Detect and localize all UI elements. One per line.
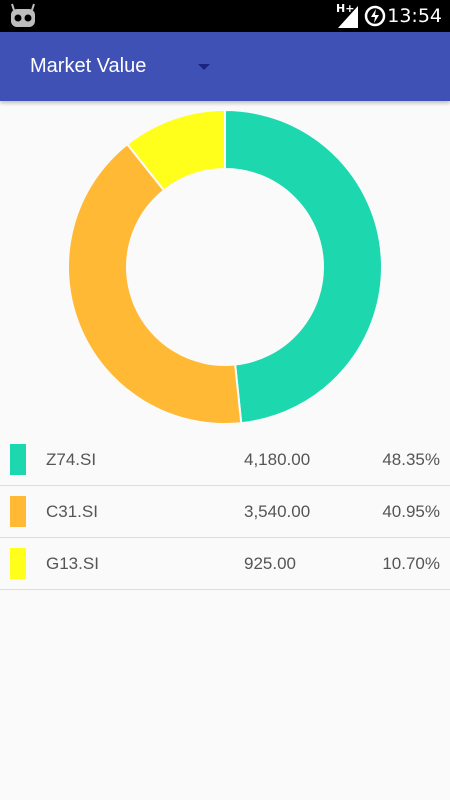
- donut-slice-z74-si[interactable]: [224, 108, 383, 425]
- selected-view-label: Market Value: [30, 55, 147, 77]
- donut-slice-g13-si[interactable]: [125, 108, 226, 192]
- donut-slice-c31-si[interactable]: [67, 142, 243, 425]
- legend-color-swatch: [10, 548, 26, 579]
- holding-value: 4,180.00: [244, 450, 311, 469]
- legend-color-swatch: [10, 496, 26, 527]
- holding-value: 3,540.00: [244, 502, 311, 521]
- holding-percent: 40.95%: [382, 502, 440, 521]
- android-robot-icon: [11, 3, 35, 27]
- holding-value: 925.00: [244, 554, 296, 573]
- network-type-label: H+: [336, 2, 355, 15]
- app-bar: Market Value: [0, 32, 450, 101]
- holdings-list: Z74.SI 4,180.00 48.35% C31.SI 3,540.00 40.95%…: [0, 434, 450, 590]
- view-selector-dropdown[interactable]: Market Value: [16, 42, 226, 90]
- holding-ticker: C31.SI: [46, 502, 98, 521]
- holding-ticker: G13.SI: [46, 554, 99, 573]
- legend-color-swatch: [10, 444, 26, 475]
- battery-charging-icon: [364, 5, 386, 27]
- holding-row[interactable]: C31.SI 3,540.00 40.95%: [0, 486, 450, 538]
- status-bar: H+ 13:54: [0, 0, 450, 32]
- clock: 13:54: [387, 5, 442, 27]
- signal-strength-icon: [338, 6, 358, 28]
- holding-row[interactable]: Z74.SI 4,180.00 48.35%: [0, 434, 450, 486]
- holding-row[interactable]: G13.SI 925.00 10.70%: [0, 538, 450, 590]
- holding-percent: 10.70%: [382, 554, 440, 573]
- holding-ticker: Z74.SI: [46, 450, 97, 469]
- holding-percent: 48.35%: [382, 450, 440, 469]
- donut-chart: [67, 108, 383, 425]
- dropdown-arrow-icon: [198, 64, 210, 70]
